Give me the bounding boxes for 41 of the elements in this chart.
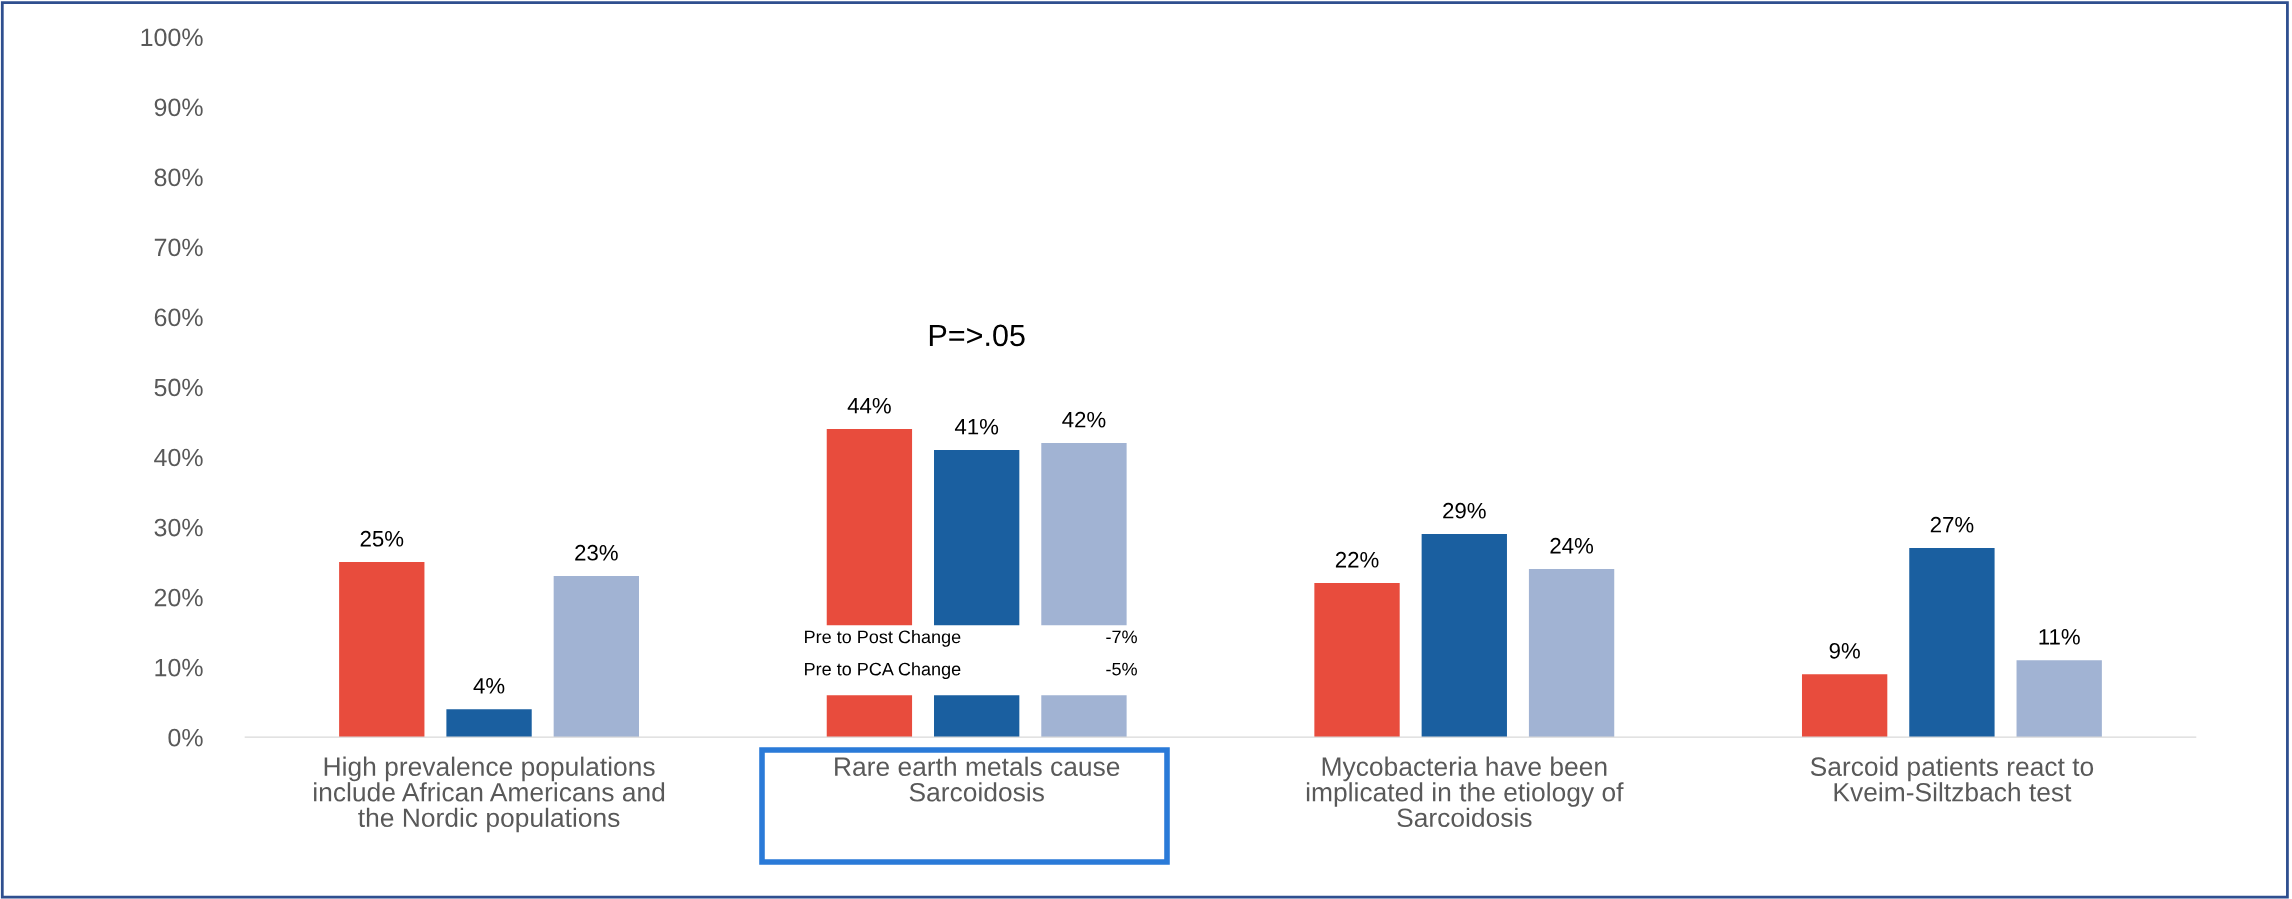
y-tick-label: 60% [154,308,203,327]
data-label: 41% [954,418,999,435]
y-tick-label: 0% [168,728,203,747]
annotation: -5% [1106,662,1137,676]
y-tick-label: 100% [141,28,203,47]
data-label: 9% [1829,642,1860,659]
bar [1421,534,1507,738]
annotation: Pre to Post Change [805,630,961,647]
y-tick-label: 70% [154,238,203,257]
x-tick-label: Rare earth metals cause Sarcoidosis [835,756,1120,802]
bar [1314,583,1400,738]
bar [1528,569,1615,738]
bar [1909,548,1995,738]
data-label: 22% [1335,551,1379,568]
data-label: 27% [1930,516,1974,533]
data-label: 11% [2039,629,2080,645]
y-tick-label: 10% [155,658,203,677]
annotation: Pre to PCA Change [805,662,961,680]
y-tick-label: 80% [154,168,203,187]
bar [2016,660,2102,738]
data-label: 29% [1443,502,1486,519]
annotation: -7% [1106,630,1137,644]
data-label: 23% [575,544,618,561]
y-tick-label: 20% [154,588,203,607]
bar [1801,674,1888,738]
y-tick-label: 50% [154,378,203,397]
data-label: 44% [847,397,891,414]
data-label: 24% [1550,537,1594,554]
x-tick-label: Sarcoid patients react to Kveim-Siltzbach test [1810,756,2094,802]
y-tick-label: 30% [154,518,203,537]
annotation: P=>.05 [929,324,1025,347]
data-label: 25% [360,530,404,547]
bar [446,709,532,738]
y-tick-label: 90% [154,98,203,117]
x-tick-label: Mycobacteria have been implicated in the etiology of Sarcoidosis [1306,756,1624,828]
x-tick-label: High prevalence populations include African Americans and the Nordic populations [314,756,665,833]
y-tick-label: 40% [154,448,203,467]
data-label: 4% [473,678,505,694]
data-label: 42% [1062,411,1106,428]
bar [553,576,639,738]
bar [339,562,425,738]
